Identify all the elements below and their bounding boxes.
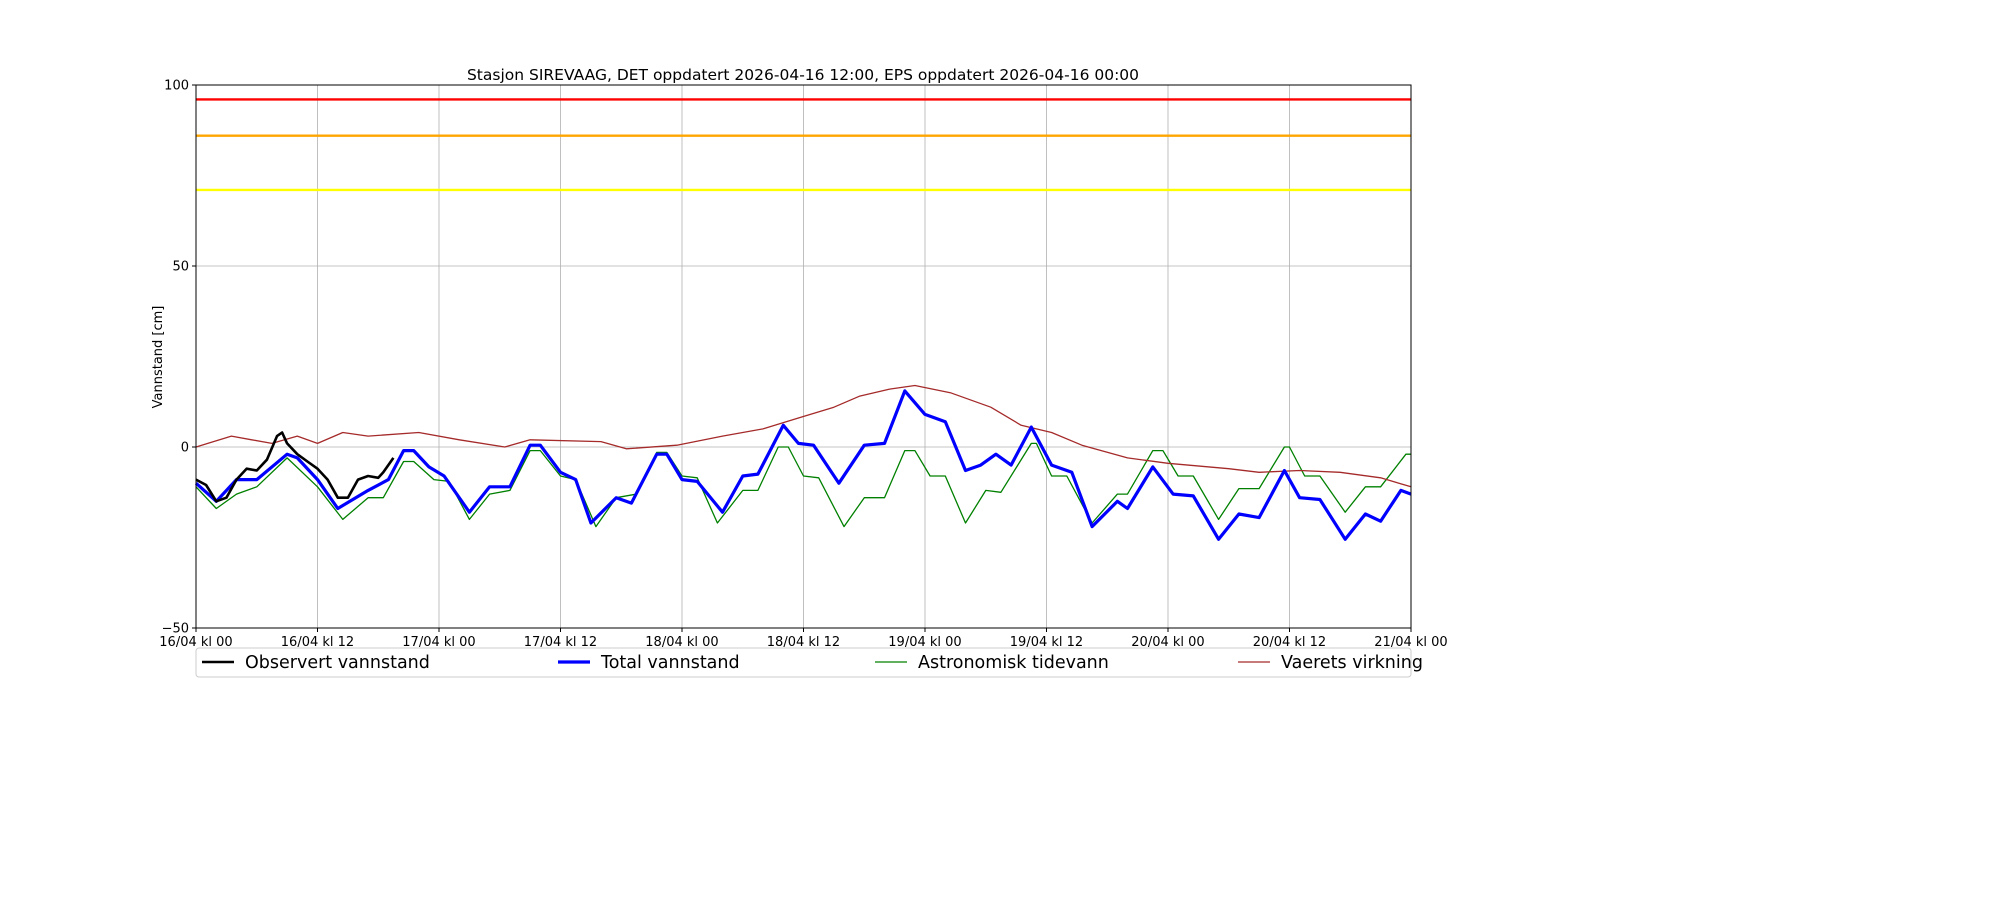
x-tick-label: 17/04 kl 00: [402, 635, 475, 650]
x-tick-label: 19/04 kl 12: [1010, 635, 1083, 650]
chart-title: Stasjon SIREVAAG, DET oppdatert 2026-04-…: [467, 66, 1139, 84]
y-tick-label: −50: [162, 622, 189, 637]
series-line-total-vannstand: [194, 389, 1412, 541]
legend-label: Total vannstand: [600, 653, 740, 673]
x-tick-label: 20/04 kl 12: [1253, 635, 1326, 650]
x-tick-label: 18/04 kl 12: [767, 635, 840, 650]
legend-frame: [195, 647, 1412, 678]
y-tick-label: 100: [164, 79, 189, 94]
y-axis-label: Vannstand [cm]: [151, 306, 166, 409]
grid: [195, 84, 1412, 629]
series-lines: [194, 384, 1412, 541]
y-tick-label: 50: [172, 260, 189, 275]
x-tick-label: 19/04 kl 00: [888, 635, 961, 650]
x-tick-label: 17/04 kl 12: [524, 635, 597, 650]
x-tick-label: 20/04 kl 00: [1131, 635, 1204, 650]
series-line-astronomisk-tidevann: [195, 442, 1411, 528]
x-tick-label: 16/04 kl 00: [159, 635, 232, 650]
threshold-lines: [196, 98, 1411, 192]
x-tick-label: 18/04 kl 00: [645, 635, 718, 650]
legend-label: Observert vannstand: [245, 653, 430, 673]
legend-label: Vaerets virkning: [1281, 653, 1423, 673]
legend-label: Astronomisk tidevann: [918, 653, 1109, 673]
x-axis-ticks: 16/04 kl 00 16/04 kl 12 17/04 kl 00 17/04 k…: [159, 628, 1448, 650]
legend: Observert vannstand Total vannstand Astron…: [195, 647, 1423, 678]
x-tick-label: 16/04 kl 12: [281, 635, 354, 650]
y-tick-label: 0: [181, 441, 189, 456]
y-axis-ticks: −50 0 50 100: [162, 79, 196, 637]
series-line-observert-vannstand: [195, 431, 395, 503]
x-tick-label: 21/04 kl 00: [1374, 635, 1447, 650]
series-line-vaerets-virkning: [195, 384, 1412, 488]
